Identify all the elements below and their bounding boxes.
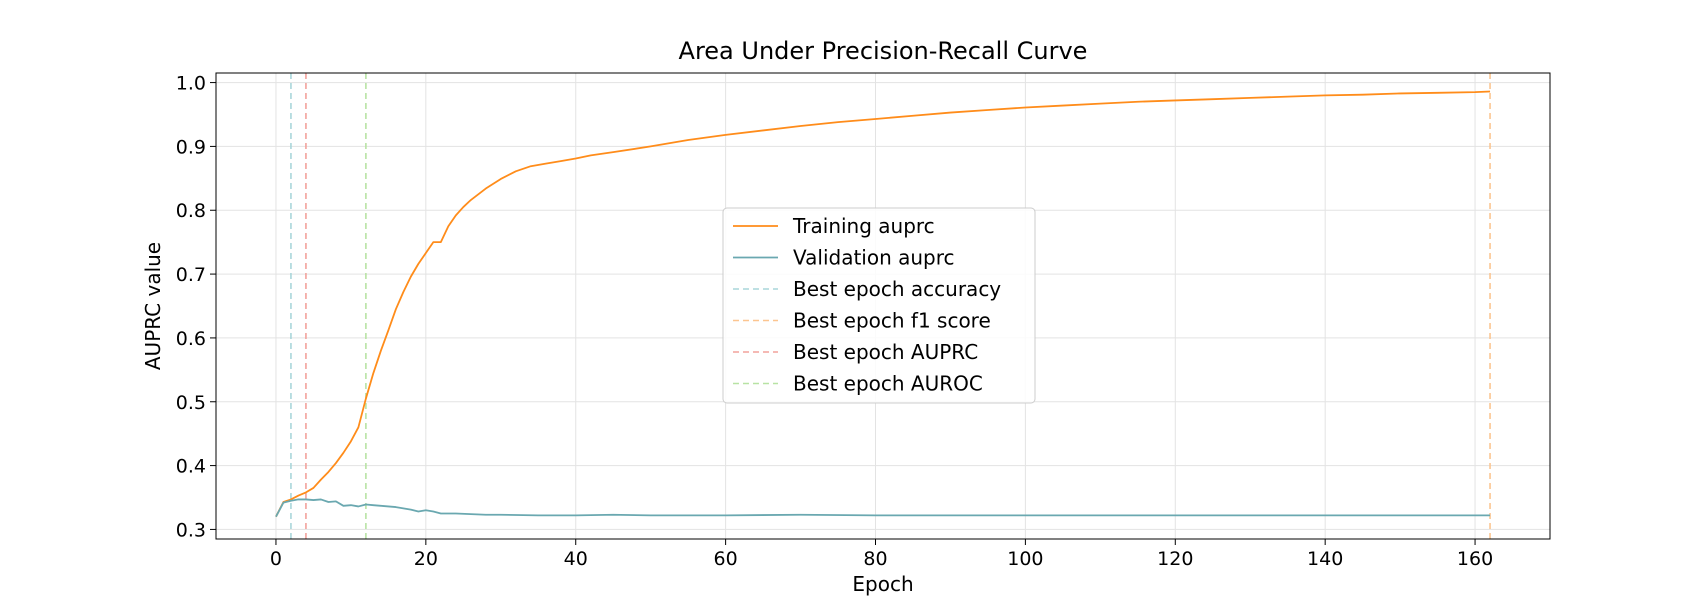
x-tick-label: 100 bbox=[1007, 548, 1043, 570]
x-tick-label: 160 bbox=[1457, 548, 1493, 570]
x-tick-label: 140 bbox=[1307, 548, 1343, 570]
x-tick-label: 20 bbox=[414, 548, 438, 570]
legend-box bbox=[722, 207, 1036, 404]
best-epoch-lines bbox=[290, 73, 1491, 539]
legend-label: Best epoch AUPRC bbox=[793, 340, 978, 364]
x-tick-label: 40 bbox=[564, 548, 588, 570]
legend-label: Best epoch f1 score bbox=[793, 309, 991, 333]
y-tick-label: 0.7 bbox=[176, 264, 206, 286]
legend-label: Best epoch AUROC bbox=[793, 372, 983, 396]
legend: Training auprc Validation auprc Best epoch… bbox=[722, 207, 1036, 404]
y-tick-label: 0.6 bbox=[176, 328, 206, 350]
training-auprc-line bbox=[275, 90, 1491, 518]
x-tick-label: 0 bbox=[270, 548, 282, 570]
legend-label: Training auprc bbox=[792, 214, 935, 238]
y-tick-label: 0.8 bbox=[176, 200, 206, 222]
y-tick-label: 0.9 bbox=[176, 136, 206, 158]
y-axis-label: AUPRC value bbox=[141, 242, 165, 370]
y-tick-label: 1.0 bbox=[176, 73, 206, 95]
plot-area-frame bbox=[215, 72, 1551, 540]
y-tick-label: 0.4 bbox=[176, 456, 206, 478]
chart-title: Area Under Precision-Recall Curve bbox=[679, 37, 1088, 65]
legend-label: Validation auprc bbox=[793, 246, 955, 270]
validation-auprc-line bbox=[275, 498, 1491, 518]
axis-ticks: 0 20 40 60 80 100 120 140 160 0.3 0.4 0.5 0.6 0.7 0.8 0… bbox=[176, 73, 1493, 570]
legend-label: Best epoch accuracy bbox=[793, 277, 1001, 301]
y-tick-label: 0.5 bbox=[176, 392, 206, 414]
x-tick-label: 80 bbox=[863, 548, 887, 570]
series-lines bbox=[275, 90, 1491, 518]
x-tick-label: 60 bbox=[714, 548, 738, 570]
y-tick-label: 0.3 bbox=[176, 519, 206, 541]
x-tick-label: 120 bbox=[1157, 548, 1193, 570]
x-axis-label: Epoch bbox=[852, 572, 913, 596]
